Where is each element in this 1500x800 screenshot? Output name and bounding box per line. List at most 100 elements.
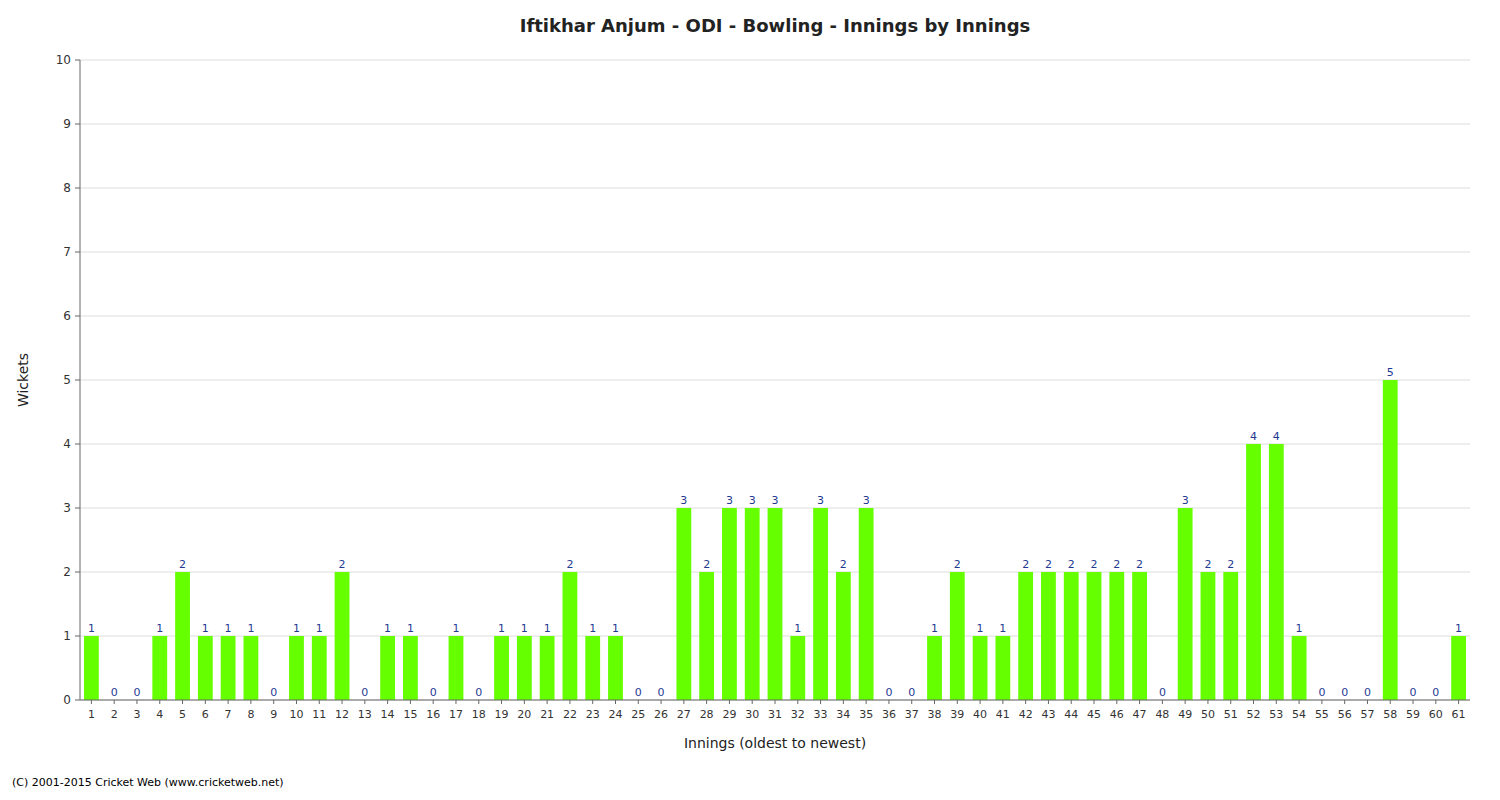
x-tick-label: 44 bbox=[1064, 708, 1078, 721]
y-tick bbox=[75, 188, 80, 189]
x-tick bbox=[615, 700, 616, 704]
x-tick bbox=[1367, 700, 1368, 704]
bar bbox=[243, 636, 258, 700]
grid-line bbox=[80, 316, 1470, 317]
data-label: 1 bbox=[247, 622, 254, 635]
x-tick bbox=[934, 700, 935, 704]
y-tick-label: 4 bbox=[63, 437, 71, 451]
data-label: 0 bbox=[270, 686, 277, 699]
data-label: 1 bbox=[544, 622, 551, 635]
data-label: 1 bbox=[407, 622, 414, 635]
x-tick bbox=[1185, 700, 1186, 704]
x-tick-label: 5 bbox=[179, 708, 186, 721]
x-tick bbox=[1025, 700, 1026, 704]
data-label: 1 bbox=[977, 622, 984, 635]
x-tick bbox=[228, 700, 229, 704]
data-label: 2 bbox=[1068, 558, 1075, 571]
x-tick-label: 23 bbox=[586, 708, 600, 721]
x-tick bbox=[1116, 700, 1117, 704]
x-tick-label: 15 bbox=[403, 708, 417, 721]
x-axis: 1234567891011121314151617181920212223242… bbox=[80, 700, 1470, 721]
x-tick bbox=[797, 700, 798, 704]
data-label: 3 bbox=[749, 494, 756, 507]
x-tick bbox=[866, 700, 867, 704]
bar bbox=[973, 636, 988, 700]
bar bbox=[927, 636, 942, 700]
bar bbox=[790, 636, 805, 700]
x-tick-label: 20 bbox=[517, 708, 531, 721]
x-tick bbox=[1094, 700, 1095, 704]
grid-line bbox=[80, 124, 1470, 125]
x-tick-label: 30 bbox=[745, 708, 759, 721]
x-tick-label: 56 bbox=[1338, 708, 1352, 721]
x-tick bbox=[1230, 700, 1231, 704]
y-grid bbox=[80, 60, 1470, 700]
x-tick bbox=[729, 700, 730, 704]
x-tick bbox=[911, 700, 912, 704]
bar bbox=[995, 636, 1010, 700]
y-tick bbox=[75, 316, 80, 317]
y-tick bbox=[75, 252, 80, 253]
bar bbox=[198, 636, 213, 700]
data-label: 0 bbox=[1410, 686, 1417, 699]
x-tick-label: 59 bbox=[1406, 708, 1420, 721]
x-tick-label: 34 bbox=[836, 708, 850, 721]
bar bbox=[585, 636, 600, 700]
data-label: 1 bbox=[316, 622, 323, 635]
x-tick bbox=[980, 700, 981, 704]
data-label: 1 bbox=[156, 622, 163, 635]
x-tick bbox=[775, 700, 776, 704]
x-tick-label: 35 bbox=[859, 708, 873, 721]
x-tick bbox=[706, 700, 707, 704]
bar bbox=[836, 572, 851, 700]
bar bbox=[289, 636, 304, 700]
x-tick-label: 33 bbox=[814, 708, 828, 721]
data-label: 3 bbox=[726, 494, 733, 507]
x-tick bbox=[524, 700, 525, 704]
bar bbox=[859, 508, 874, 700]
bar bbox=[540, 636, 555, 700]
x-tick bbox=[1071, 700, 1072, 704]
x-tick-label: 60 bbox=[1429, 708, 1443, 721]
x-tick-label: 45 bbox=[1087, 708, 1101, 721]
x-tick-label: 7 bbox=[225, 708, 232, 721]
x-tick bbox=[273, 700, 274, 704]
x-tick-label: 17 bbox=[449, 708, 463, 721]
y-tick-label: 5 bbox=[63, 373, 71, 387]
chart-svg: 0123456789101001211101120110101112110032… bbox=[0, 0, 1500, 800]
y-axis: 012345678910 bbox=[56, 53, 80, 707]
x-tick-label: 54 bbox=[1292, 708, 1306, 721]
y-tick bbox=[75, 636, 80, 637]
x-tick-label: 9 bbox=[270, 708, 277, 721]
bar bbox=[1178, 508, 1193, 700]
x-tick bbox=[638, 700, 639, 704]
bar bbox=[1383, 380, 1398, 700]
bars bbox=[84, 380, 1466, 700]
bar bbox=[403, 636, 418, 700]
bar bbox=[380, 636, 395, 700]
y-tick bbox=[75, 60, 80, 61]
x-tick bbox=[319, 700, 320, 704]
grid-line bbox=[80, 380, 1470, 381]
x-tick-label: 29 bbox=[722, 708, 736, 721]
y-tick bbox=[75, 124, 80, 125]
annotation: (C) 2001-2015 Cricket Web (www.cricketwe… bbox=[12, 776, 284, 789]
x-tick bbox=[1321, 700, 1322, 704]
data-label: 2 bbox=[1045, 558, 1052, 571]
data-label: 2 bbox=[703, 558, 710, 571]
bar bbox=[1109, 572, 1124, 700]
data-label: 0 bbox=[430, 686, 437, 699]
x-tick-label: 2 bbox=[111, 708, 118, 721]
x-tick bbox=[1207, 700, 1208, 704]
data-label: 1 bbox=[999, 622, 1006, 635]
x-tick bbox=[296, 700, 297, 704]
data-label: 0 bbox=[885, 686, 892, 699]
x-tick-label: 6 bbox=[202, 708, 209, 721]
data-label: 3 bbox=[680, 494, 687, 507]
y-tick-label: 10 bbox=[56, 53, 71, 67]
bar bbox=[1064, 572, 1079, 700]
data-label: 0 bbox=[908, 686, 915, 699]
x-tick bbox=[114, 700, 115, 704]
data-label: 2 bbox=[1113, 558, 1120, 571]
bar bbox=[745, 508, 760, 700]
